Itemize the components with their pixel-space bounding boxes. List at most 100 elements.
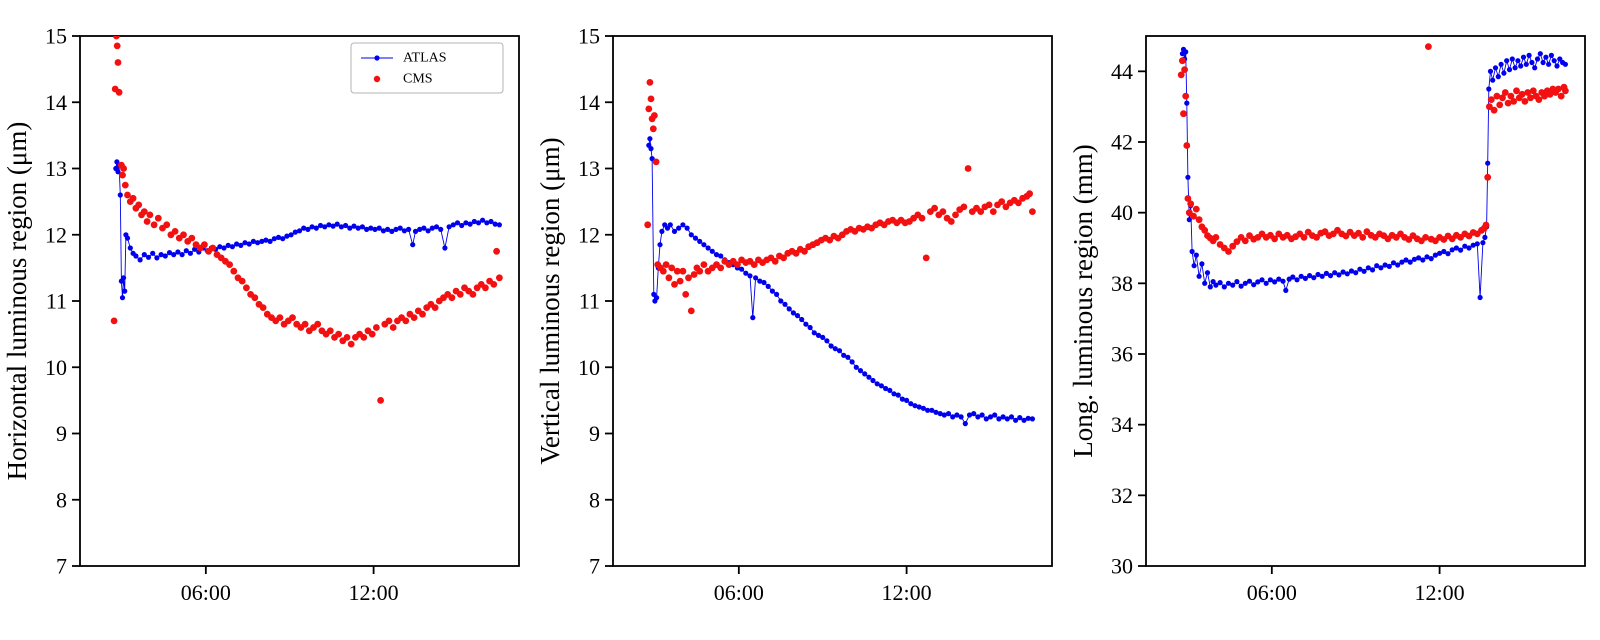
atlas-data-point [459,222,465,229]
atlas-data-point [1509,56,1515,62]
atlas-data-point [1470,242,1476,248]
atlas-data-point [145,254,152,260]
cms-data-point [201,241,208,249]
chart-svg: 30 32 34 36 38 40 42 44 06:00 12:00 Long. luminous… [1068,35,1586,605]
atlas-data-point [1008,414,1015,420]
y-axis-label: Long. luminous region (mm) [1068,144,1098,457]
atlas-data-point [179,252,185,258]
atlas-data-point [401,228,407,234]
y-tick-label: 12 [578,222,600,247]
atlas-data-point [488,218,494,225]
cms-data-point [801,247,808,255]
cms-data-point [1425,43,1432,50]
cms-data-point [717,264,725,272]
atlas-data-point [250,238,256,244]
atlas-data-point [1189,248,1195,255]
cms-data-point [651,112,658,119]
atlas-data-point [1230,282,1236,288]
cms-data-point [1201,226,1209,234]
y-tick-label: 38 [1111,271,1133,296]
atlas-data-point [238,242,244,248]
cms-data-point [389,324,397,331]
atlas-data-point [1184,100,1190,106]
atlas-data-point [718,253,724,259]
y-tick-label: 14 [45,90,67,115]
atlas-data-point [175,249,181,255]
atlas-data-point [782,301,788,307]
atlas-data-point [904,397,910,403]
atlas-data-point [697,238,703,244]
x-axis-ticks: 06:00 12:00 [1247,566,1465,605]
atlas-data-point [799,316,805,323]
cms-data-point [1486,103,1493,111]
atlas-data-point [1420,257,1426,263]
cms-data-point [238,277,246,285]
atlas-data-point [372,226,378,232]
y-tick-label: 8 [589,487,600,512]
atlas-data-point [154,255,160,261]
x-tick-label: 12:00 [349,580,399,605]
atlas-data-point [355,225,361,231]
cms-data-point [1487,96,1495,103]
atlas-data-point [841,352,847,358]
atlas-data-point [1526,52,1532,59]
atlas-data-point [1025,415,1031,421]
y-tick-label: 11 [579,289,600,314]
atlas-data-point [962,421,968,427]
atlas-data-point [259,238,265,244]
atlas-data-point [1267,277,1273,283]
atlas-data-point [376,225,382,231]
atlas-data-point [454,220,461,226]
atlas-data-point [305,226,311,232]
y-axis-label: Horizontal luminous region (μm) [2,122,32,481]
atlas-data-point [891,391,897,397]
atlas-data-point [1498,61,1504,67]
atlas-data-point [1327,273,1334,279]
atlas-data-point [979,412,985,418]
atlas-data-point [119,295,126,301]
cms-data-point [1183,142,1191,149]
atlas-data-point [807,324,813,331]
atlas-data-point [368,225,374,231]
cms-data-point [209,244,217,252]
atlas-data-point [271,236,277,242]
chart-svg: 7 8 9 10 11 12 13 14 15 06:00 12:00 Vertical lumino… [535,24,1053,605]
atlas-data-point [1437,250,1443,256]
legend-label: ATLAS [403,51,447,66]
cms-data-point [780,254,787,262]
cms-data-point [135,201,143,209]
atlas-data-point [1551,58,1557,64]
atlas-data-point [925,407,931,413]
cms-data-point [140,208,148,216]
cms-data-point [154,214,162,222]
atlas-data-point [692,235,699,241]
legend-item-atlas: ATLAS [361,51,447,66]
chart-horizontal-luminous-region: 7 8 9 10 11 12 13 14 15 06:00 12:00 Horizontal lumi… [0,0,533,640]
atlas-data-point [849,359,855,365]
legend: ATLAS CMS [350,42,504,94]
cms-data-point [1233,238,1241,246]
atlas-data-point [1428,256,1434,262]
atlas-data-point [671,228,678,234]
cms-data-point [644,221,652,229]
chart-vertical-luminous-region: 7 8 9 10 11 12 13 14 15 06:00 12:00 Vertical lumino… [533,0,1066,640]
atlas-data-point [133,253,139,259]
atlas-data-point [1251,282,1257,288]
atlas-data-point [1196,273,1202,279]
atlas-data-point [467,221,473,227]
cms-data-point [1271,235,1278,243]
atlas-data-point [1259,277,1265,283]
atlas-data-point [1504,58,1510,64]
atlas-data-point [1207,284,1213,290]
atlas-data-point [484,220,490,226]
y-tick-label: 9 [56,421,67,446]
atlas-data-point [338,224,344,230]
cms-data-point [1180,110,1187,118]
atlas-data-point [874,381,880,387]
legend-dot-marker [373,75,381,83]
atlas-data-point [1458,247,1464,253]
cms-data-point [931,204,938,212]
cms-data-point [113,42,121,50]
cms-data-point [964,165,972,172]
atlas-data-point [492,221,498,227]
